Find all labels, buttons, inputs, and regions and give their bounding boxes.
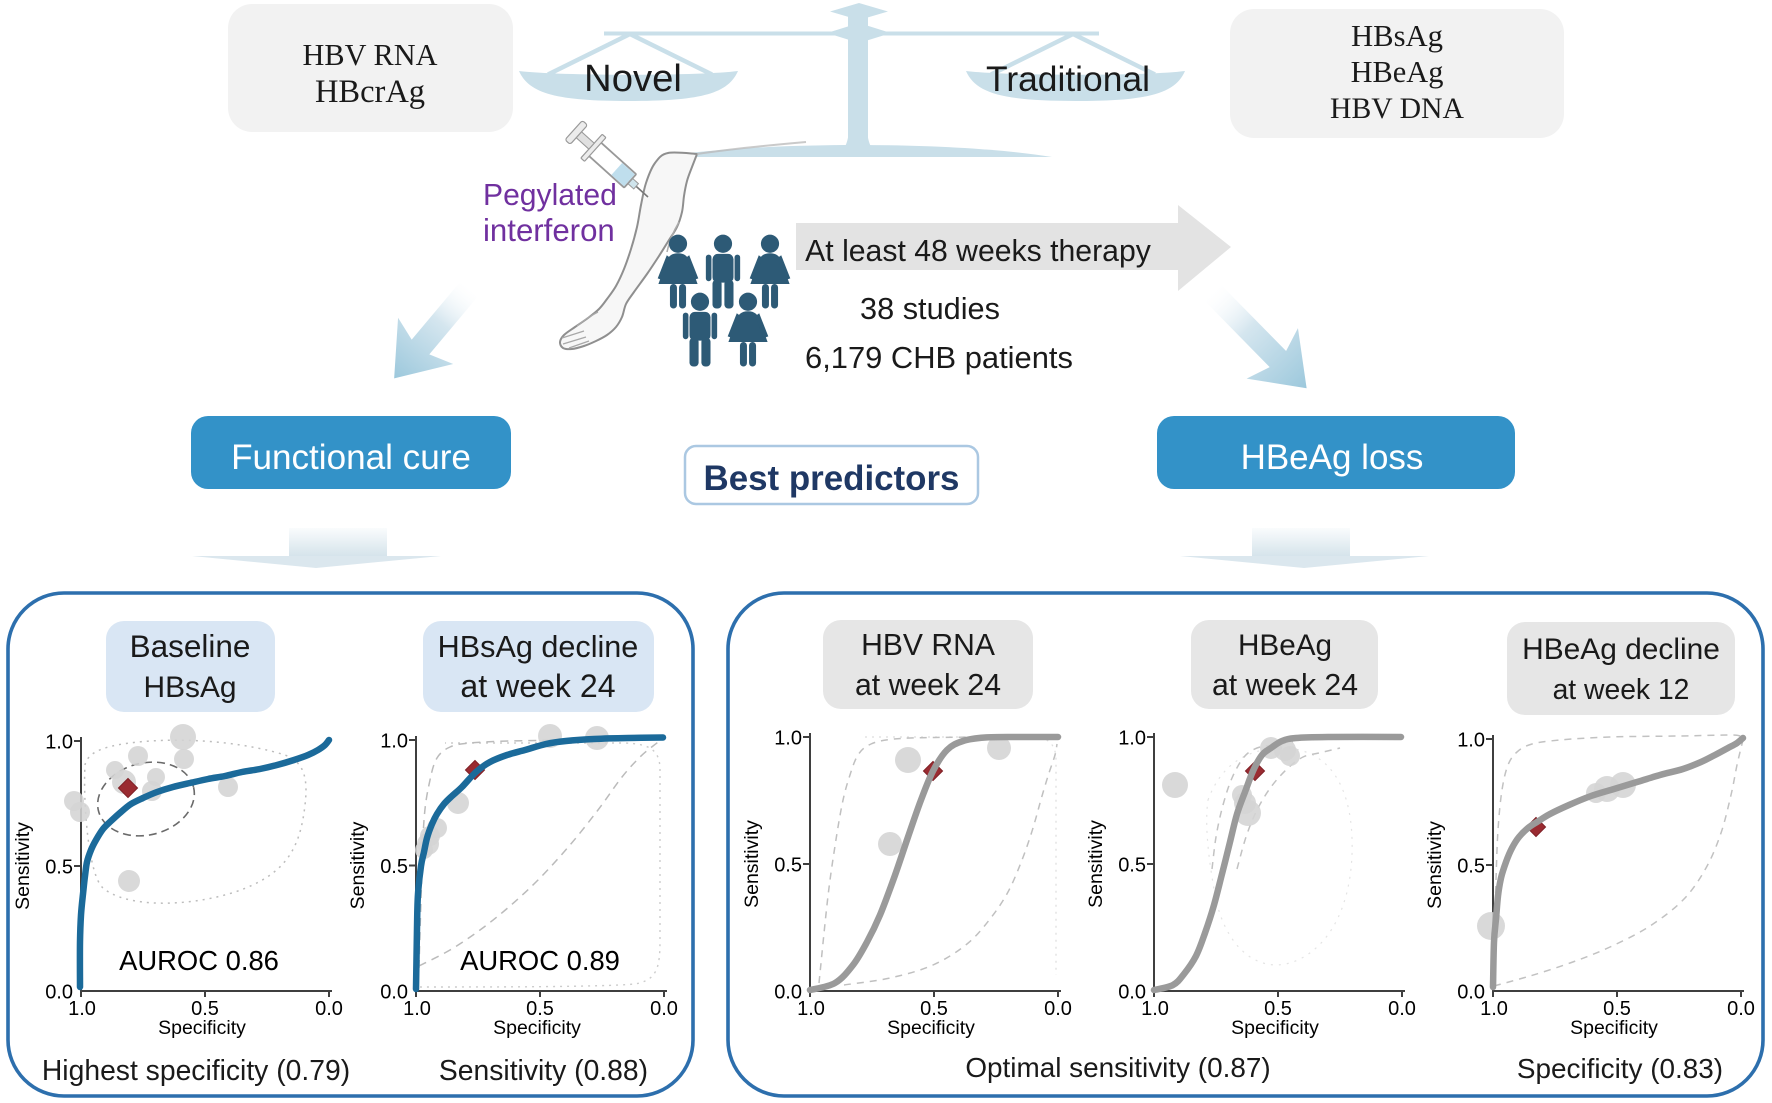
svg-text:HBsAg: HBsAg [143, 671, 236, 704]
svg-text:HBsAg decline: HBsAg decline [438, 630, 639, 664]
svg-text:0.5: 0.5 [1603, 998, 1631, 1020]
svg-text:HBeAg: HBeAg [1238, 629, 1332, 662]
svg-text:At least 48 weeks therapy: At least 48 weeks therapy [805, 235, 1152, 268]
svg-text:0.5: 0.5 [380, 856, 408, 878]
svg-text:1.0: 1.0 [380, 731, 408, 753]
svg-text:HBcrAg: HBcrAg [315, 74, 425, 110]
svg-text:0.0: 0.0 [1388, 998, 1416, 1020]
svg-text:Specificity: Specificity [887, 1017, 975, 1039]
svg-text:1.0: 1.0 [797, 998, 825, 1020]
svg-text:6,179 CHB patients: 6,179 CHB patients [805, 340, 1073, 375]
svg-text:Sensitivity: Sensitivity [1085, 820, 1107, 908]
svg-text:1.0: 1.0 [68, 998, 96, 1020]
svg-text:0.0: 0.0 [1727, 998, 1755, 1020]
svg-text:HBV RNA: HBV RNA [303, 38, 438, 72]
svg-text:at week 24: at week 24 [855, 669, 1001, 702]
svg-text:0.0: 0.0 [650, 998, 678, 1020]
svg-text:0.5: 0.5 [1118, 855, 1146, 877]
svg-text:Novel: Novel [584, 57, 682, 100]
svg-text:Best predictors: Best predictors [704, 459, 960, 498]
svg-text:38 studies: 38 studies [860, 291, 1000, 326]
svg-text:0.0: 0.0 [774, 982, 802, 1004]
svg-text:0.0: 0.0 [45, 982, 73, 1004]
svg-text:1.0: 1.0 [1480, 998, 1508, 1020]
svg-text:0.5: 0.5 [1457, 856, 1485, 878]
svg-text:Sensitivity: Sensitivity [741, 820, 763, 908]
svg-text:1.0: 1.0 [45, 732, 73, 754]
svg-text:Optimal sensitivity (0.87): Optimal sensitivity (0.87) [965, 1052, 1270, 1083]
svg-text:interferon: interferon [483, 213, 615, 248]
svg-text:HBeAg decline: HBeAg decline [1522, 633, 1720, 666]
svg-text:Sensitivity: Sensitivity [12, 822, 34, 910]
svg-text:HBeAg loss: HBeAg loss [1241, 438, 1424, 477]
svg-text:Specificity: Specificity [493, 1017, 581, 1039]
svg-text:0.5: 0.5 [1264, 998, 1292, 1020]
svg-text:Specificity: Specificity [158, 1017, 246, 1039]
svg-text:Pegylated: Pegylated [483, 179, 617, 212]
svg-text:AUROC 0.86: AUROC 0.86 [119, 945, 279, 976]
svg-text:0.0: 0.0 [380, 982, 408, 1004]
svg-text:at week 24: at week 24 [1212, 669, 1358, 702]
svg-text:at week 24: at week 24 [460, 668, 615, 704]
svg-text:0.0: 0.0 [1457, 982, 1485, 1004]
svg-text:Sensitivity: Sensitivity [1424, 821, 1446, 909]
svg-text:HBV DNA: HBV DNA [1330, 93, 1464, 125]
svg-text:0.5: 0.5 [920, 998, 948, 1020]
svg-text:1.0: 1.0 [403, 998, 431, 1020]
svg-text:Specificity: Specificity [1570, 1017, 1658, 1039]
svg-text:Specificity (0.83): Specificity (0.83) [1517, 1053, 1723, 1084]
svg-text:0.5: 0.5 [774, 855, 802, 877]
svg-text:Functional cure: Functional cure [231, 438, 471, 477]
svg-text:at week 12: at week 12 [1553, 673, 1690, 705]
svg-text:1.0: 1.0 [1457, 730, 1485, 752]
svg-text:HBV RNA: HBV RNA [861, 629, 996, 662]
svg-text:Baseline: Baseline [130, 628, 251, 664]
svg-text:0.0: 0.0 [1118, 982, 1146, 1004]
svg-text:1.0: 1.0 [1141, 998, 1169, 1020]
svg-text:0.5: 0.5 [526, 998, 554, 1020]
svg-text:Sensitivity: Sensitivity [347, 821, 369, 909]
svg-text:0.0: 0.0 [1044, 998, 1072, 1020]
svg-text:1.0: 1.0 [1118, 728, 1146, 750]
svg-text:Highest specificity (0.79): Highest specificity (0.79) [42, 1054, 350, 1086]
svg-text:Sensitivity (0.88): Sensitivity (0.88) [439, 1054, 648, 1086]
svg-text:HBeAg: HBeAg [1351, 55, 1444, 89]
svg-text:HBsAg: HBsAg [1351, 19, 1443, 53]
svg-text:Specificity: Specificity [1231, 1017, 1319, 1039]
svg-text:Traditional: Traditional [986, 59, 1150, 99]
svg-text:0.5: 0.5 [191, 998, 219, 1020]
svg-text:AUROC 0.89: AUROC 0.89 [460, 945, 620, 976]
svg-text:1.0: 1.0 [774, 728, 802, 750]
svg-text:0.0: 0.0 [315, 998, 343, 1020]
svg-text:0.5: 0.5 [45, 857, 73, 879]
